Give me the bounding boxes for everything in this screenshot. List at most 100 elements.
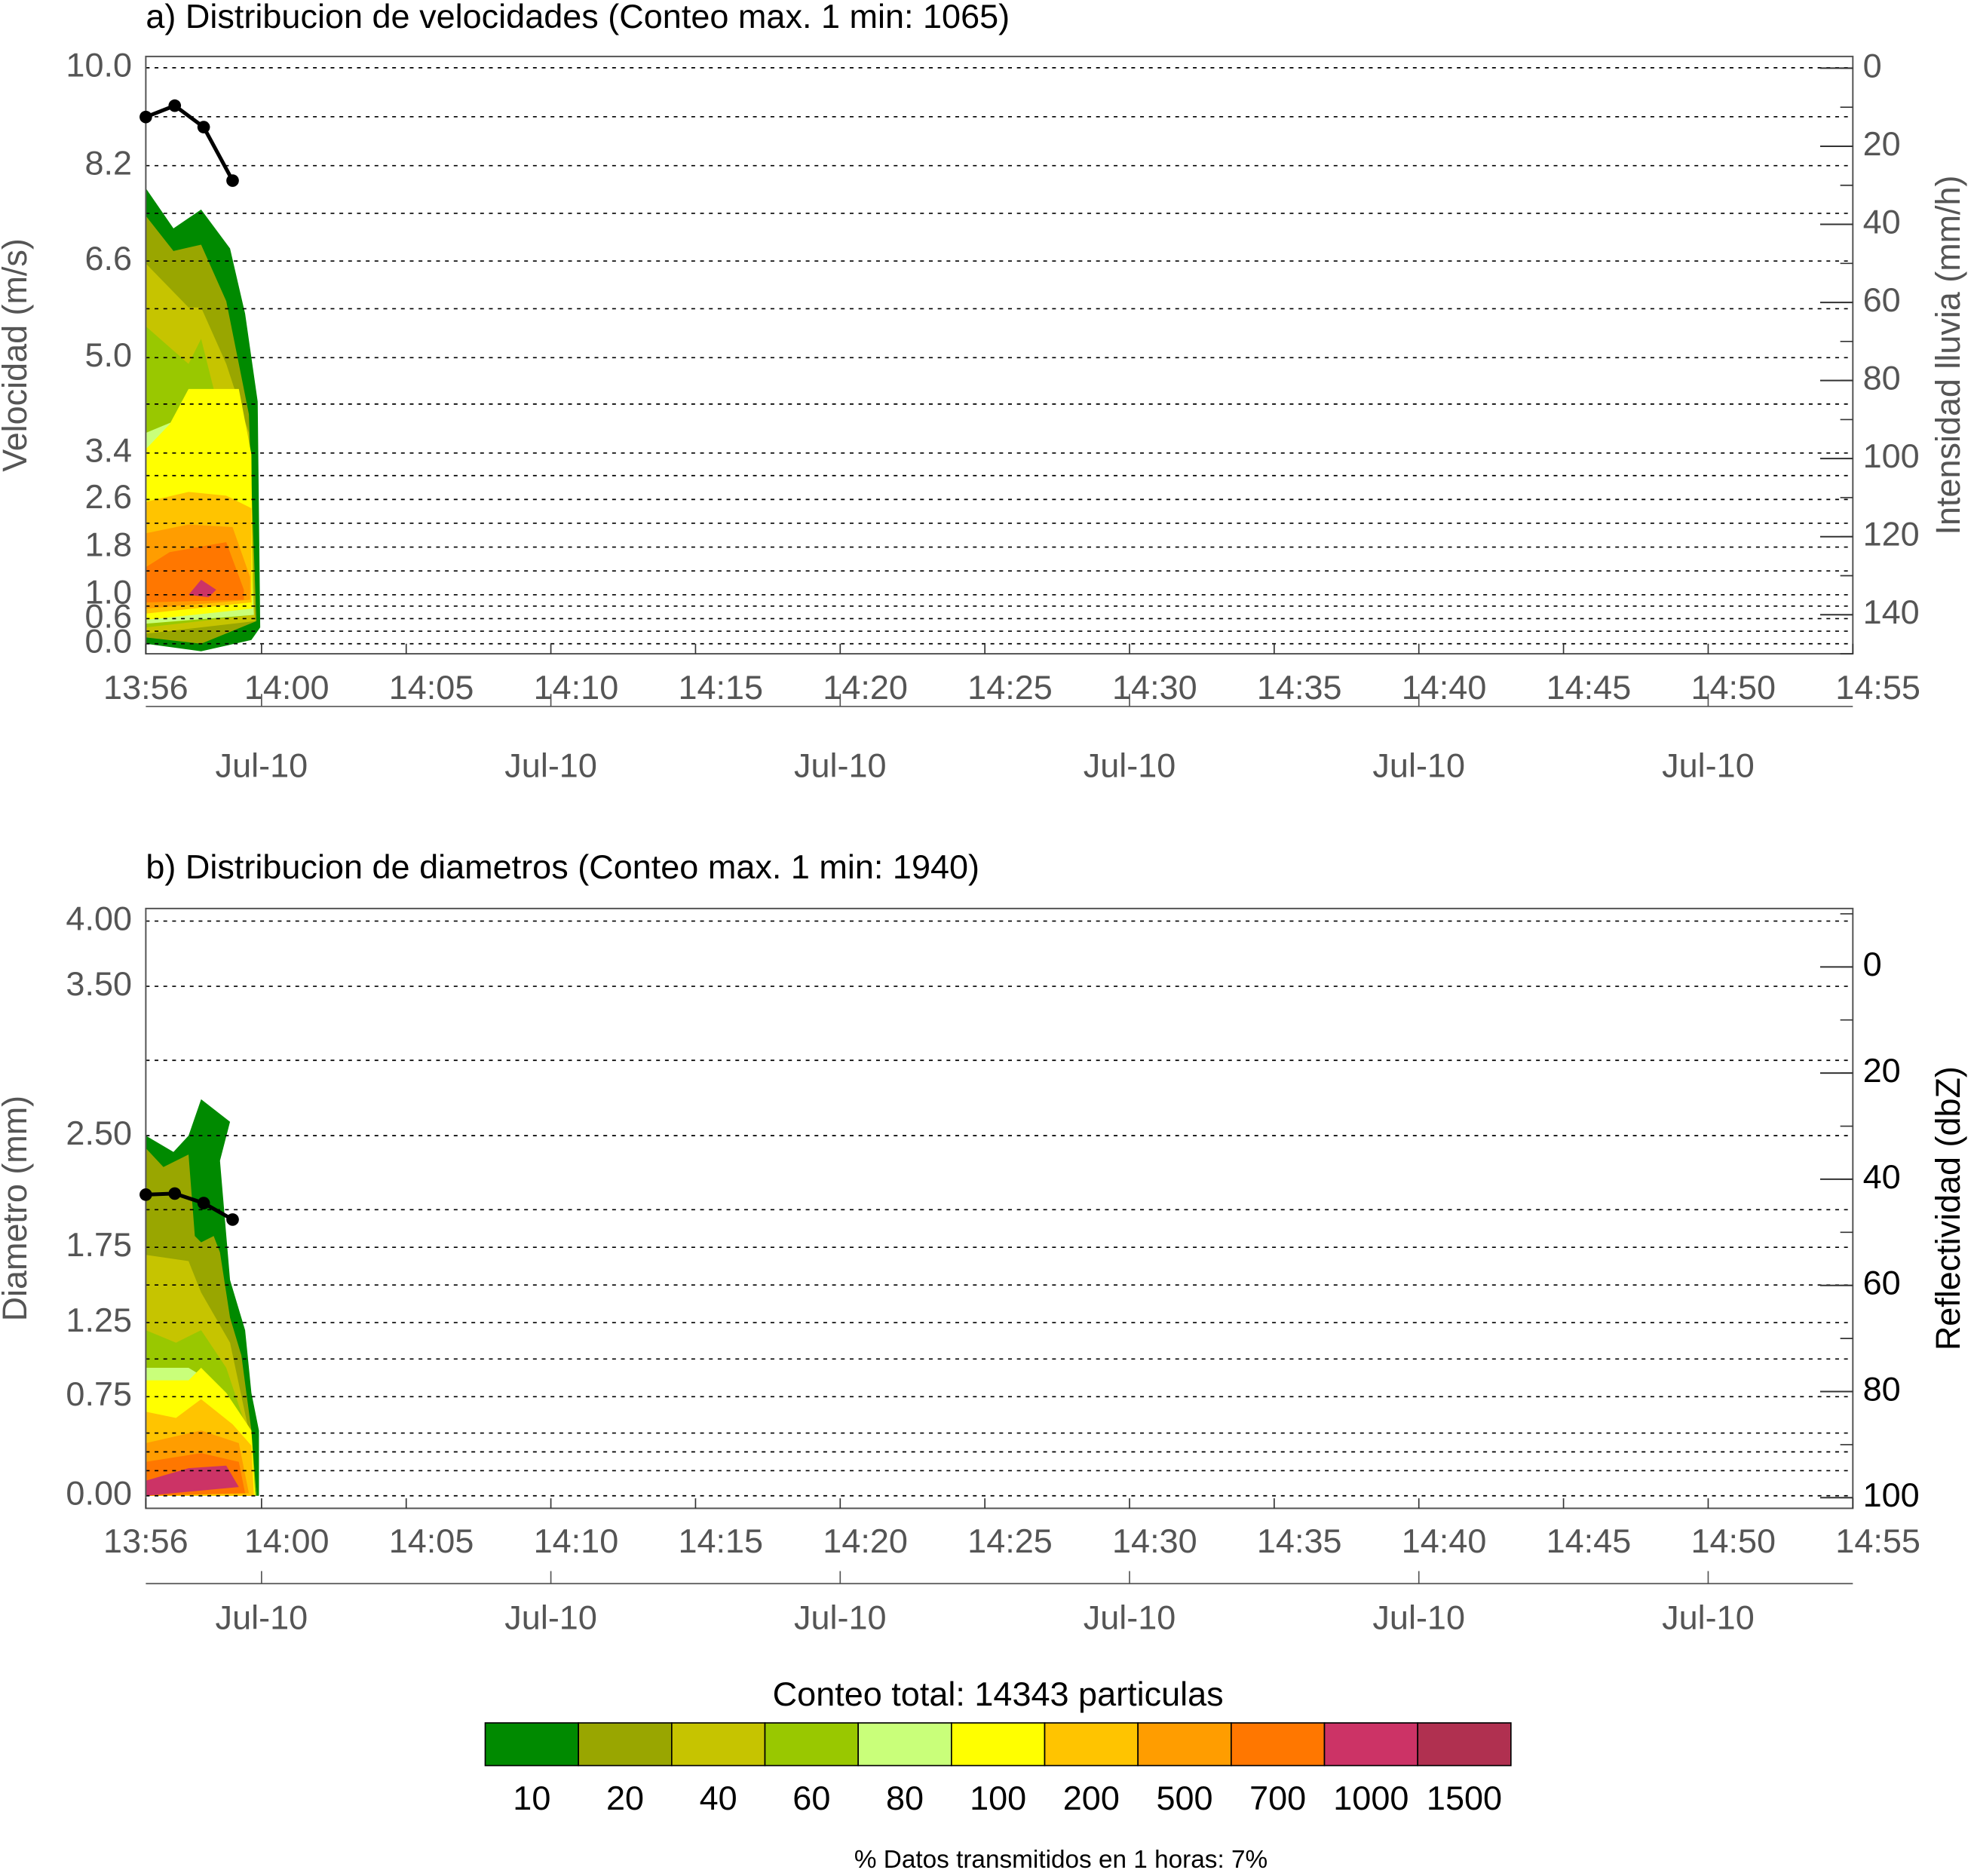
line-point bbox=[197, 121, 210, 133]
y-tick-label: 8.2 bbox=[84, 144, 132, 182]
y2-tick-label: 80 bbox=[1863, 1369, 1901, 1408]
x-tick-label: 14:25 bbox=[967, 1522, 1053, 1560]
y2-tick-label: 100 bbox=[1863, 437, 1920, 475]
x-tick-label: 14:35 bbox=[1257, 668, 1342, 707]
date-tick-label: Jul-10 bbox=[504, 1598, 597, 1636]
y-tick-label: 1.75 bbox=[66, 1225, 132, 1264]
date-tick-label: Jul-10 bbox=[216, 1598, 308, 1636]
x-tick-label: 14:25 bbox=[967, 668, 1053, 707]
y2-axis-label: Intensidad lluvia (mm/h) bbox=[1929, 175, 1967, 535]
y-tick-label: 0.6 bbox=[84, 596, 132, 635]
colorbar-cell bbox=[764, 1722, 860, 1767]
line-point bbox=[139, 110, 152, 124]
x-tick-label: 14:55 bbox=[1835, 1522, 1920, 1560]
x-tick-label: 14:15 bbox=[678, 668, 763, 707]
y-tick-label: 3.4 bbox=[84, 431, 132, 470]
colorbar-cell bbox=[670, 1722, 766, 1767]
y2-tick-label: 60 bbox=[1863, 1264, 1901, 1302]
y-tick-label: 0.75 bbox=[66, 1375, 132, 1413]
y-axis-label: Diametro (mm) bbox=[0, 1096, 34, 1322]
line-point bbox=[226, 1213, 239, 1226]
x-tick-label: 14:55 bbox=[1835, 668, 1920, 707]
colorbar-cell bbox=[1231, 1722, 1326, 1767]
date-tick-label: Jul-10 bbox=[216, 746, 308, 784]
line-point bbox=[197, 1197, 210, 1209]
date-tick-label: Jul-10 bbox=[794, 746, 887, 784]
y2-tick-label: 80 bbox=[1863, 359, 1901, 397]
x-tick-label: 14:05 bbox=[389, 668, 474, 707]
line-series bbox=[145, 103, 234, 182]
date-tick-label: Jul-10 bbox=[504, 746, 597, 784]
colorbar-cell bbox=[1137, 1722, 1232, 1767]
date-tick-label: Jul-10 bbox=[1372, 1598, 1465, 1636]
colorbar-label: 80 bbox=[886, 1779, 924, 1817]
y-tick-label: 3.50 bbox=[66, 964, 132, 1003]
colorbar-label: 100 bbox=[970, 1779, 1026, 1817]
x-tick-label: 14:10 bbox=[534, 668, 619, 707]
x-tick-label: 14:40 bbox=[1402, 668, 1487, 707]
x-tick-label: 14:50 bbox=[1691, 1522, 1776, 1560]
x-tick-label: 13:56 bbox=[103, 1522, 189, 1560]
colorbar-cell bbox=[484, 1722, 579, 1767]
date-tick-label: Jul-10 bbox=[1084, 1598, 1176, 1636]
colorbar-label: 200 bbox=[1063, 1779, 1120, 1817]
colorbar-title: Conteo total: 14343 particulas bbox=[773, 1675, 1224, 1713]
line-point bbox=[139, 1188, 152, 1201]
date-tick-label: Jul-10 bbox=[1662, 746, 1755, 784]
colorbar-label: 10 bbox=[513, 1779, 550, 1817]
x-tick-label: 14:40 bbox=[1402, 1522, 1487, 1560]
plot-frame bbox=[145, 55, 1854, 655]
colorbar-cell bbox=[578, 1722, 673, 1767]
y2-tick-label: 20 bbox=[1863, 1051, 1901, 1090]
colorbar-cell bbox=[1417, 1722, 1512, 1767]
y2-axis-label: Reflectividad (dbZ) bbox=[1929, 1066, 1967, 1350]
y-tick-label: 1.0 bbox=[84, 573, 132, 612]
x-tick-label: 14:20 bbox=[823, 668, 908, 707]
x-tick-label: 13:56 bbox=[103, 668, 189, 707]
colorbar-label: 1500 bbox=[1427, 1779, 1502, 1817]
y-tick-label: 1.8 bbox=[84, 525, 132, 563]
x-tick-label: 14:30 bbox=[1112, 1522, 1197, 1560]
x-tick-label: 14:30 bbox=[1112, 668, 1197, 707]
line-series bbox=[146, 1191, 234, 1222]
x-tick-label: 14:15 bbox=[678, 1522, 763, 1560]
contour-fill bbox=[146, 1465, 239, 1496]
y-tick-label: 0.0 bbox=[84, 622, 132, 661]
colorbar-label: 1000 bbox=[1333, 1779, 1409, 1817]
colorbar-cell bbox=[1044, 1722, 1139, 1767]
contour-fill bbox=[146, 541, 244, 602]
colorbar-cell bbox=[1323, 1722, 1419, 1767]
x-tick-label: 14:35 bbox=[1257, 1522, 1342, 1560]
line-point bbox=[168, 99, 182, 112]
date-tick-label: Jul-10 bbox=[794, 1598, 887, 1636]
y-tick-label: 5.0 bbox=[84, 336, 132, 374]
date-tick-label: Jul-10 bbox=[1662, 1598, 1755, 1636]
y2-tick-label: 20 bbox=[1863, 124, 1901, 163]
y2-tick-label: 40 bbox=[1863, 1157, 1901, 1196]
x-tick-label: 14:05 bbox=[389, 1522, 474, 1560]
y-tick-label: 2.6 bbox=[84, 477, 132, 516]
colorbar-cell bbox=[857, 1722, 952, 1767]
plot-frame bbox=[145, 907, 1854, 1510]
footer: % Datos transmitidos en 1 horas: 7% bbox=[854, 1846, 1268, 1874]
y2-tick-label: 0 bbox=[1863, 46, 1882, 84]
colorbar-label: 60 bbox=[792, 1779, 830, 1817]
panel-title: a) Distribucion de velocidades (Conteo m… bbox=[146, 0, 1010, 35]
y2-tick-label: 60 bbox=[1863, 280, 1901, 319]
x-tick-label: 14:00 bbox=[244, 1522, 330, 1560]
panel-title: b) Distribucion de diametros (Conteo max… bbox=[146, 848, 979, 886]
y-tick-label: 4.00 bbox=[66, 899, 132, 937]
y2-tick-label: 40 bbox=[1863, 202, 1901, 241]
date-tick-label: Jul-10 bbox=[1084, 746, 1176, 784]
colorbar-cell bbox=[951, 1722, 1046, 1767]
y2-tick-label: 140 bbox=[1863, 593, 1920, 631]
y2-tick-label: 100 bbox=[1863, 1476, 1920, 1514]
y-tick-label: 0.00 bbox=[66, 1474, 132, 1513]
y2-tick-label: 120 bbox=[1863, 515, 1920, 553]
y-tick-label: 2.50 bbox=[66, 1114, 132, 1152]
line-point bbox=[226, 174, 239, 187]
x-tick-label: 14:45 bbox=[1546, 668, 1632, 707]
x-tick-label: 14:45 bbox=[1546, 1522, 1632, 1560]
x-tick-label: 14:20 bbox=[823, 1522, 908, 1560]
